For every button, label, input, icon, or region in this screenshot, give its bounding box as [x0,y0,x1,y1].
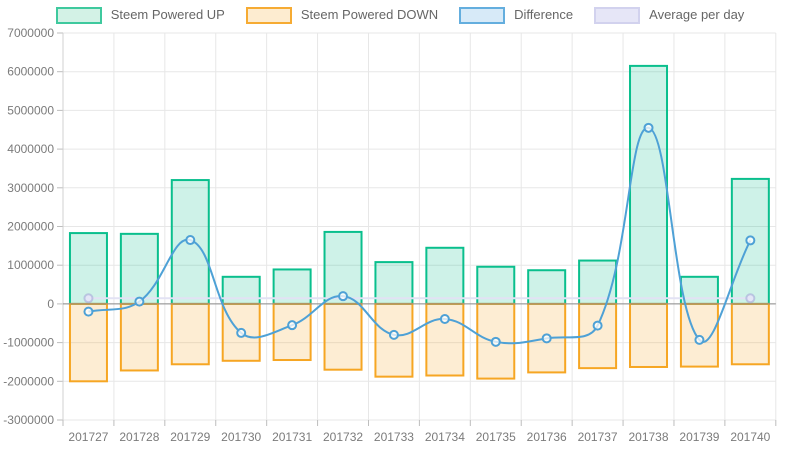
x-tick-label: 201728 [119,430,159,444]
bar-up [119,232,159,305]
difference-point [287,320,298,331]
x-tick-label: 201739 [679,430,719,444]
difference-point [338,291,349,302]
bar-up [425,246,465,305]
x-tick-label: 201727 [68,430,108,444]
difference-point [83,306,94,317]
y-tick-label: -1000000 [3,336,54,350]
x-gridlines [62,33,777,426]
bar-down [119,302,159,372]
legend-swatch-icon [245,6,292,24]
legend-swatch-icon [55,6,102,24]
bar-up [221,275,261,305]
x-tick-label: 201740 [730,430,770,444]
legend-label: Average per day [649,7,745,22]
difference-point [236,327,247,338]
legend-item-average-per-day[interactable]: Average per day [594,6,744,24]
x-tick-label: 201737 [578,430,618,444]
bar-down [68,302,108,383]
difference-point [185,235,196,246]
difference-point [490,336,501,347]
difference-point [439,313,450,324]
legend-swatch-icon [594,6,641,24]
bar-down [323,302,363,371]
bar-down [170,302,210,366]
y-tick-label: 1000000 [7,258,54,272]
difference-point [592,320,603,331]
x-tick-label: 201729 [170,430,210,444]
difference-point [388,329,399,340]
y-tick-label: 5000000 [7,103,54,117]
x-tick-label: 201731 [272,430,312,444]
bar-up [629,64,669,305]
y-tick-label: 2000000 [7,220,54,234]
chart-legend: Steem Powered UP Steem Powered DOWN Diff… [0,6,800,24]
y-tick-label: 0 [47,297,54,311]
legend-label: Steem Powered UP [110,7,225,22]
y-tick-label: -3000000 [3,413,54,427]
y-axis-labels: 7000000 6000000 5000000 4000000 3000000 20000… [3,26,54,427]
average-point [83,293,94,304]
y-tick-label: -2000000 [3,374,54,388]
legend-label: Difference [514,7,574,22]
legend-label: Steem Powered DOWN [300,7,439,22]
difference-point [541,333,552,344]
legend-item-steem-powered-up[interactable]: Steem Powered UP [55,6,225,24]
y-tick-label: 3000000 [7,181,54,195]
x-tick-label: 201738 [628,430,668,444]
x-tick-label: 201734 [425,430,465,444]
x-tick-label: 201730 [221,430,261,444]
difference-point [694,334,705,345]
legend-item-steem-powered-down[interactable]: Steem Powered DOWN [245,6,439,24]
x-tick-label: 201736 [527,430,567,444]
bar-down [730,302,770,366]
y-tick-label: 7000000 [7,26,54,40]
legend-swatch-icon [459,6,506,24]
bar-up [679,275,719,305]
difference-point [643,122,654,133]
average-point [745,293,756,304]
bars-down [68,302,770,383]
y-tick-label: 4000000 [7,142,54,156]
legend-item-difference[interactable]: Difference [459,6,573,24]
x-axis-labels: 201727 201728 201729 201730 201731 201732 2017… [68,430,770,444]
difference-line [83,122,756,347]
difference-point [745,235,756,246]
x-tick-label: 201733 [374,430,414,444]
average-line [83,293,756,304]
bar-down [629,302,669,368]
difference-point [134,296,145,307]
bar-down [374,302,414,378]
bar-up [68,232,108,305]
y-tick-label: 6000000 [7,65,54,79]
bar-down [272,302,312,362]
x-tick-label: 201732 [323,430,363,444]
x-tick-label: 201735 [476,430,516,444]
